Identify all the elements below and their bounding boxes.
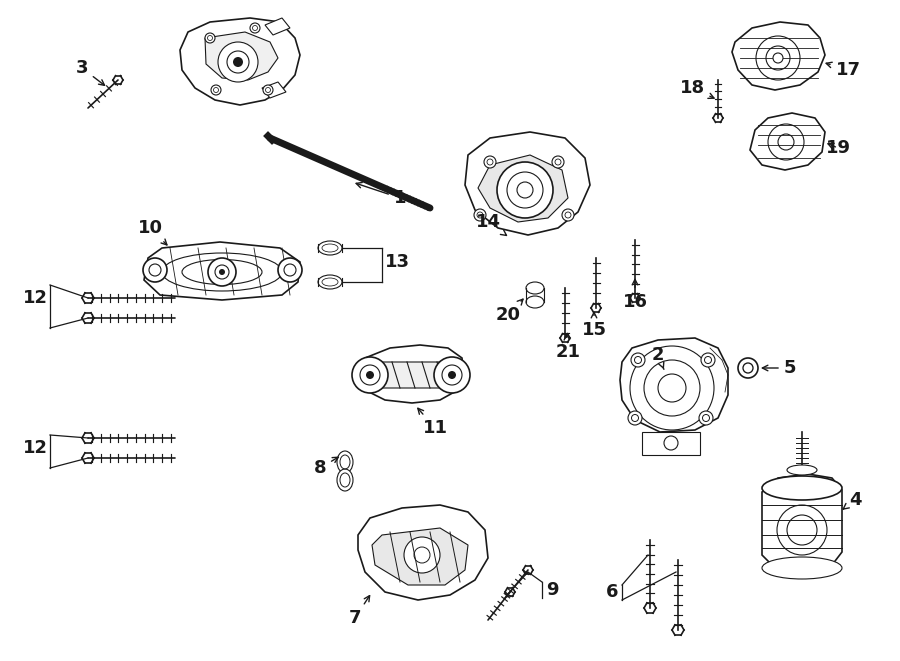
Ellipse shape xyxy=(318,275,342,289)
Text: 20: 20 xyxy=(496,299,523,324)
Text: 5: 5 xyxy=(762,359,796,377)
Circle shape xyxy=(631,353,645,367)
Circle shape xyxy=(628,411,642,425)
Circle shape xyxy=(205,33,215,43)
Ellipse shape xyxy=(337,469,353,491)
Ellipse shape xyxy=(762,476,842,500)
Text: 4: 4 xyxy=(843,491,861,509)
Polygon shape xyxy=(762,474,842,572)
Circle shape xyxy=(552,156,564,168)
Circle shape xyxy=(208,258,236,286)
Ellipse shape xyxy=(526,282,544,294)
Circle shape xyxy=(250,23,260,33)
Circle shape xyxy=(278,258,302,282)
Polygon shape xyxy=(372,528,468,585)
Circle shape xyxy=(218,42,258,82)
Polygon shape xyxy=(205,32,278,80)
Text: 17: 17 xyxy=(826,61,860,79)
Polygon shape xyxy=(642,432,700,455)
Text: 7: 7 xyxy=(349,596,370,627)
Circle shape xyxy=(448,371,456,379)
Ellipse shape xyxy=(337,451,353,473)
Text: 13: 13 xyxy=(385,253,410,271)
Text: 12: 12 xyxy=(23,439,48,457)
Circle shape xyxy=(701,353,715,367)
Text: 10: 10 xyxy=(138,219,166,245)
Text: 15: 15 xyxy=(581,313,607,339)
Circle shape xyxy=(699,411,713,425)
Circle shape xyxy=(773,53,783,63)
Polygon shape xyxy=(465,132,590,235)
Ellipse shape xyxy=(762,557,842,579)
Circle shape xyxy=(143,258,167,282)
Text: 11: 11 xyxy=(418,408,447,437)
Text: 1: 1 xyxy=(356,182,406,207)
Ellipse shape xyxy=(526,296,544,308)
Text: 14: 14 xyxy=(475,213,507,235)
Circle shape xyxy=(738,358,758,378)
Circle shape xyxy=(474,209,486,221)
Circle shape xyxy=(434,357,470,393)
Polygon shape xyxy=(180,18,300,105)
Circle shape xyxy=(211,85,221,95)
Circle shape xyxy=(517,182,533,198)
Polygon shape xyxy=(750,113,825,170)
Polygon shape xyxy=(144,242,300,300)
Text: 19: 19 xyxy=(825,139,850,157)
Circle shape xyxy=(562,209,574,221)
Text: 18: 18 xyxy=(680,79,714,98)
Polygon shape xyxy=(358,505,488,600)
Polygon shape xyxy=(262,82,286,98)
Ellipse shape xyxy=(318,241,342,255)
Circle shape xyxy=(484,156,496,168)
Text: 6: 6 xyxy=(606,583,618,601)
Polygon shape xyxy=(372,362,448,388)
Text: 3: 3 xyxy=(76,59,104,85)
Polygon shape xyxy=(620,338,728,432)
Polygon shape xyxy=(478,155,568,222)
Polygon shape xyxy=(358,345,464,403)
Circle shape xyxy=(497,162,553,218)
Text: 12: 12 xyxy=(23,289,48,307)
Polygon shape xyxy=(265,18,290,35)
Circle shape xyxy=(263,85,273,95)
Circle shape xyxy=(219,269,225,275)
Text: 2: 2 xyxy=(652,346,664,369)
Circle shape xyxy=(366,371,374,379)
Circle shape xyxy=(352,357,388,393)
Circle shape xyxy=(404,537,440,573)
Text: 21: 21 xyxy=(555,334,580,361)
Text: 8: 8 xyxy=(314,457,338,477)
Circle shape xyxy=(233,57,243,67)
Ellipse shape xyxy=(787,465,817,475)
Text: 16: 16 xyxy=(623,280,647,311)
Polygon shape xyxy=(732,22,825,90)
Text: 9: 9 xyxy=(545,581,558,599)
